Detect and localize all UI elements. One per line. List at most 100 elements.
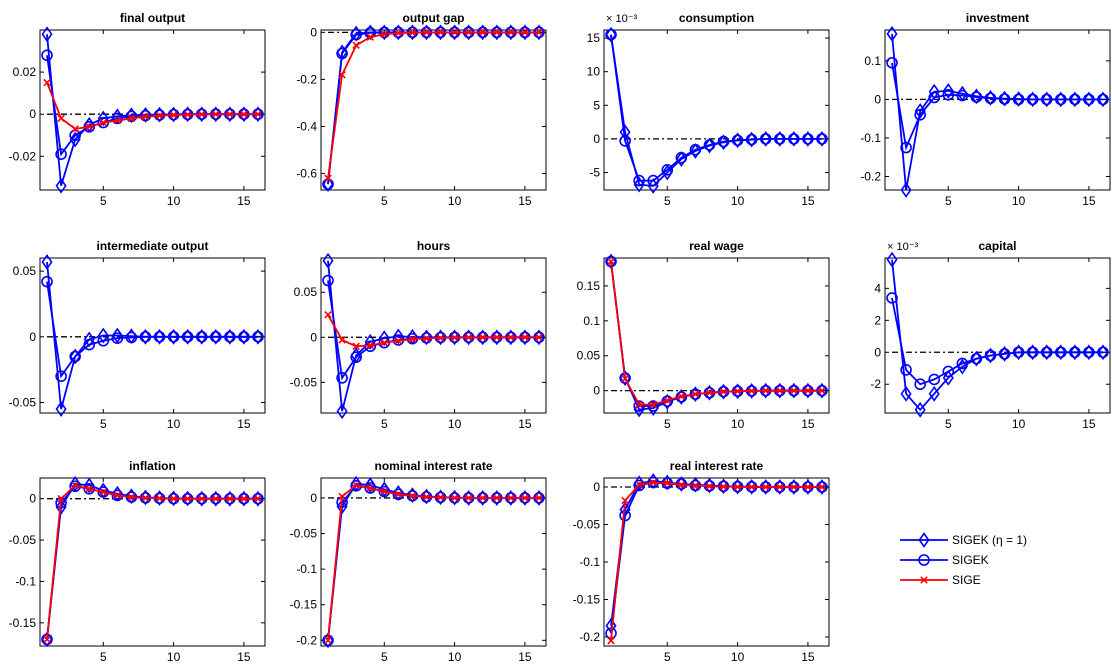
data-point — [422, 334, 431, 343]
data-point — [478, 28, 487, 37]
data-point — [113, 116, 122, 125]
data-point — [366, 33, 374, 41]
data-point — [999, 90, 1011, 107]
y-tick-label: 0 — [29, 330, 36, 344]
data-point — [154, 328, 166, 345]
data-point — [818, 386, 826, 395]
data-point — [900, 364, 912, 376]
axes-box — [39, 477, 266, 647]
data-point — [1054, 346, 1067, 359]
data-point — [759, 133, 772, 145]
x-tick-label: 10 — [731, 417, 745, 431]
y-tick-label: 5 — [593, 98, 600, 112]
data-point — [886, 292, 898, 304]
data-point — [71, 481, 79, 490]
data-point — [252, 331, 264, 343]
data-point — [633, 174, 645, 187]
y-tick-label: -0.1 — [579, 555, 600, 569]
data-point — [55, 148, 67, 161]
series-line — [327, 314, 539, 348]
series-sige — [324, 311, 543, 351]
y-tick-label: 0 — [310, 330, 317, 344]
y-tick-label: -0.05 — [290, 375, 318, 389]
subplot-title: capital — [978, 239, 1016, 253]
legend-marker — [918, 554, 930, 566]
data-point — [745, 133, 758, 146]
data-point — [336, 498, 348, 515]
data-point — [394, 337, 403, 345]
data-point — [1026, 346, 1039, 359]
data-point — [55, 370, 67, 383]
data-point — [970, 352, 983, 365]
x-tick-label: 5 — [945, 194, 952, 208]
y-tick-label: 0.02 — [13, 65, 37, 79]
data-point — [167, 331, 180, 343]
data-point — [928, 91, 941, 104]
subplot-title: real wage — [689, 239, 744, 253]
data-point — [816, 133, 828, 145]
y-tick-label: 2 — [874, 313, 881, 327]
y-tick-label: -0.2 — [579, 630, 600, 644]
subplot-7: real wage 5 10 15 0 0.05 0.1 0.15 — [577, 239, 830, 431]
data-point — [732, 132, 744, 149]
y-tick-label: 0.1 — [583, 314, 600, 328]
data-point — [408, 28, 417, 37]
x-tick-label: 5 — [664, 417, 671, 431]
series-line — [46, 82, 258, 130]
data-point — [224, 328, 236, 345]
data-point — [183, 110, 192, 119]
data-point — [55, 401, 67, 417]
data-point — [998, 93, 1011, 105]
x-tick-label: 15 — [1082, 194, 1096, 208]
data-point — [125, 110, 138, 123]
x-tick-label: 15 — [801, 417, 815, 431]
x-tick-label: 5 — [381, 650, 388, 664]
y-tick-label: 0.05 — [294, 285, 318, 299]
data-point — [788, 131, 800, 147]
data-point — [1083, 344, 1095, 361]
data-point — [1027, 91, 1039, 108]
data-point — [378, 24, 390, 41]
data-point — [1054, 93, 1067, 106]
y-tick-label: 0 — [29, 492, 36, 506]
x-tick-label: 15 — [801, 194, 815, 208]
data-point — [85, 123, 93, 131]
data-point — [970, 350, 982, 367]
series-line — [610, 481, 822, 641]
data-point — [719, 482, 728, 491]
data-point — [984, 347, 996, 364]
data-point — [252, 328, 264, 345]
series-sige — [324, 481, 543, 645]
data-point — [182, 328, 194, 345]
data-point — [818, 483, 826, 491]
data-point — [238, 331, 250, 343]
data-point — [394, 490, 403, 499]
data-point — [760, 131, 772, 147]
data-point — [691, 481, 700, 490]
data-point — [914, 401, 926, 418]
series-sigek — [886, 56, 1109, 154]
data-point — [1097, 93, 1109, 106]
data-point — [717, 135, 730, 148]
data-point — [422, 28, 431, 37]
data-point — [647, 174, 660, 187]
data-point — [1069, 93, 1081, 106]
axes-box — [320, 477, 547, 647]
data-point — [127, 493, 136, 501]
data-point — [1012, 346, 1025, 359]
y-tick-label: -2 — [870, 377, 881, 391]
data-point — [55, 177, 67, 194]
series-line — [610, 34, 822, 182]
data-point — [364, 482, 377, 494]
data-point — [111, 112, 124, 125]
data-point — [788, 133, 800, 145]
series-line — [891, 62, 1103, 151]
y-tick-label: -0.1 — [860, 131, 881, 145]
data-point — [464, 333, 473, 342]
y-tick-label: 4 — [874, 281, 881, 295]
data-point — [240, 110, 248, 118]
data-point — [663, 479, 672, 488]
data-point — [747, 483, 756, 491]
data-point — [607, 636, 615, 645]
data-point — [970, 91, 983, 103]
